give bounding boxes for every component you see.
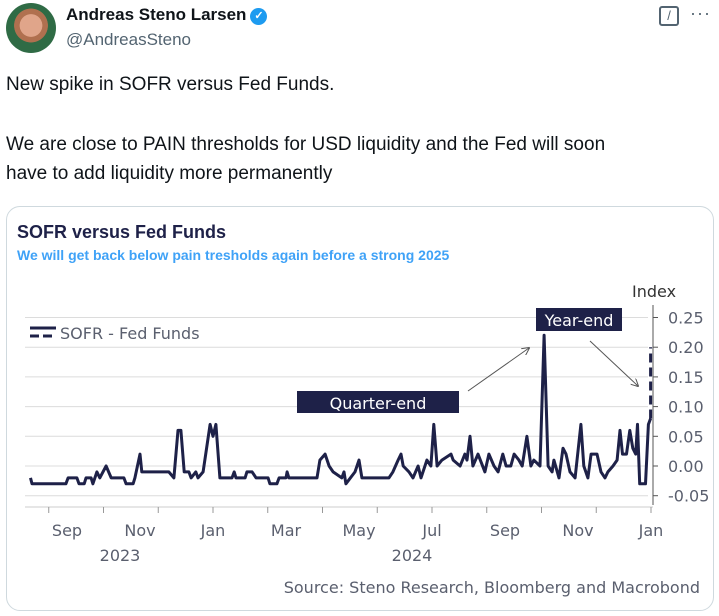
verified-badge-icon: ✓ — [250, 8, 268, 25]
y-tick-label: 0.10 — [668, 398, 704, 417]
x-tick-label: Nov — [124, 521, 155, 540]
quarter-end-annotation-box — [297, 391, 459, 413]
y-tick-label: 0.00 — [668, 457, 704, 476]
more-icon[interactable]: ··· — [690, 3, 711, 23]
y-tick-label: 0.25 — [668, 309, 704, 328]
y-axis-label: Index — [632, 282, 676, 301]
year-end-annotation-box — [536, 308, 622, 331]
avatar[interactable] — [6, 3, 56, 53]
tweet-text-line: have to add liquidity more permanently — [6, 163, 333, 184]
y-tick-label: -0.05 — [668, 487, 709, 506]
series-line — [29, 333, 653, 486]
tweet-text-line: We are close to PAIN thresholds for USD … — [6, 134, 606, 155]
grok-icon[interactable]: / — [659, 6, 679, 26]
x-tick-label: May — [342, 521, 375, 540]
tweet-text-line: New spike in SOFR versus Fed Funds. — [6, 74, 335, 95]
chart-title: SOFR versus Fed Funds — [17, 222, 226, 242]
arrow-quarter-end — [467, 348, 529, 392]
legend-label: SOFR - Fed Funds — [60, 324, 200, 343]
x-tick-label: Jul — [421, 521, 441, 540]
x-tick-label: Jan — [200, 521, 226, 540]
chart-subtitle: We will get back below pain tresholds ag… — [17, 247, 450, 263]
y-tick-label: 0.15 — [668, 368, 704, 387]
x-tick-label: Sep — [52, 521, 82, 540]
chart-source: Source: Steno Research, Bloomberg and Ma… — [284, 578, 700, 597]
x-year-label: 2023 — [100, 546, 141, 565]
y-tick-label: 0.05 — [668, 427, 704, 446]
quarter-end-annotation: Quarter-end — [330, 394, 427, 413]
x-tick-label: Mar — [271, 521, 302, 540]
year-end-annotation: Year-end — [544, 311, 614, 330]
y-tick-label: 0.20 — [668, 338, 704, 357]
x-tick-label: Nov — [562, 521, 593, 540]
chart-image-card[interactable] — [6, 206, 714, 611]
author-handle[interactable]: @AndreasSteno — [66, 30, 192, 49]
author-name[interactable]: Andreas Steno Larsen ✓ — [66, 5, 268, 25]
legend: SOFR - Fed Funds — [30, 324, 200, 343]
arrow-year-end — [589, 340, 638, 386]
x-tick-label: Sep — [490, 521, 520, 540]
x-tick-label: Jan — [638, 521, 664, 540]
x-year-label: 2024 — [392, 546, 433, 565]
